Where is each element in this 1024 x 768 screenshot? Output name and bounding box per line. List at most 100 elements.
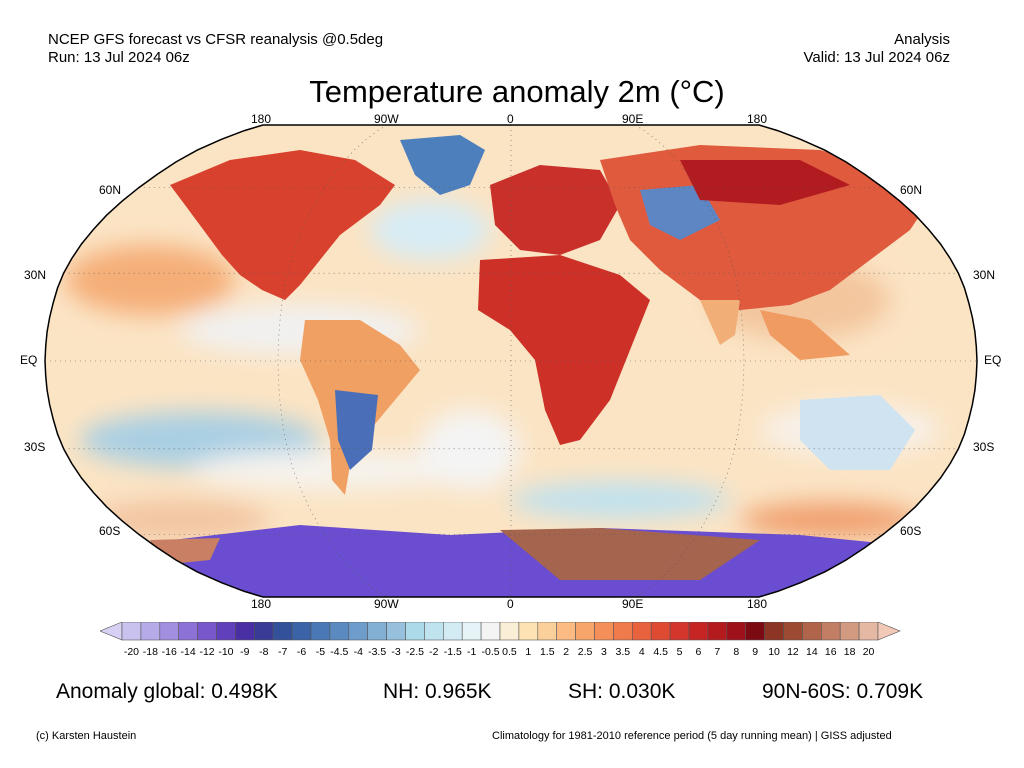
lon-label-top-180w: 180: [251, 112, 272, 126]
header-model-description: NCEP GFS forecast vs CFSR reanalysis @0.…: [48, 31, 384, 48]
colorbar-swatch: [121, 622, 142, 641]
asia: [600, 145, 930, 310]
colorbar-low-arrow: [100, 622, 123, 641]
colorbar-swatch: [575, 622, 595, 641]
colorbar-tick-label: 3.5: [616, 646, 631, 658]
colorbar-tick-label: -18: [143, 646, 158, 658]
colorbar-tick-label: 8: [733, 646, 739, 658]
colorbar-swatch: [424, 622, 444, 641]
colorbar-swatch: [839, 622, 860, 641]
colorbar-swatch: [783, 622, 803, 641]
colorbar-tick-label: 10: [768, 646, 780, 658]
colorbar-tick-label: 7: [714, 646, 720, 658]
colorbar-swatch: [631, 622, 652, 641]
colorbar-tick-label: -12: [199, 646, 214, 658]
colorbar-tick-label: -6: [297, 646, 306, 658]
north-america: [170, 150, 395, 300]
india: [700, 300, 740, 345]
colorbar-swatch: [669, 622, 690, 641]
colorbar-swatch: [726, 622, 746, 641]
colorbar-tick-label: -0.5: [482, 646, 500, 658]
colorbar-tick-label: 1.5: [540, 646, 555, 658]
colorbar-swatches: [100, 622, 901, 641]
colorbar-tick-label: 9: [752, 646, 758, 658]
colorbar-tick-label: 3: [601, 646, 607, 658]
antarctica-warm-patch: [500, 528, 760, 580]
colorbar-swatch: [405, 622, 425, 641]
colorbar-tick-label: 2.5: [578, 646, 593, 658]
anomaly-field: [45, 125, 977, 597]
lon-label-top-0: 0: [507, 112, 514, 126]
colorbar-swatch: [594, 622, 614, 641]
colorbar-tick-label: -3.5: [368, 646, 386, 658]
footer-credit: (c) Karsten Haustein: [36, 730, 137, 742]
colorbar-tick-label: -7: [278, 646, 287, 658]
colorbar-tick-label: 2: [563, 646, 569, 658]
colorbar-legend: -20 -18 -16 -14 -12 -10 -9 -8 -7 -6 -5 -4.5 -4 -3.5 -3…: [100, 622, 901, 658]
colorbar-tick-label: 4: [639, 646, 645, 658]
lat-label-left-30s: 30S: [24, 440, 46, 454]
colorbar-swatch: [461, 622, 482, 641]
colorbar-swatch: [348, 622, 369, 641]
lat-label-right-eq: EQ: [984, 353, 1002, 367]
colorbar-swatch: [140, 622, 161, 641]
colorbar-swatch: [254, 622, 274, 641]
lat-label-left-60s: 60S: [99, 524, 121, 538]
lat-label-left-60n: 60N: [99, 183, 122, 197]
colorbar-swatch: [707, 622, 728, 641]
colorbar-swatch: [820, 622, 841, 641]
colorbar-swatch: [386, 622, 406, 641]
colorbar-tick-label: -16: [162, 646, 177, 658]
colorbar-swatch: [745, 622, 765, 641]
header-run-time: Run: 13 Jul 2024 06z: [48, 49, 190, 66]
land-masses: [130, 135, 930, 597]
stat-nh-anomaly: NH: 0.965K: [383, 680, 492, 703]
stat-arctic-anomaly: 90N-60S: 0.709K: [762, 680, 924, 703]
colorbar-high-arrow: [877, 622, 901, 641]
colorbar-swatch: [858, 622, 879, 641]
header-valid-time: Valid: 13 Jul 2024 06z: [803, 49, 951, 66]
lon-label-bottom-180e: 180: [747, 597, 768, 611]
colorbar-tick-label: 16: [825, 646, 837, 658]
colorbar-swatch: [688, 622, 709, 641]
colorbar-swatch: [764, 622, 784, 641]
colorbar-tick-label: -4.5: [330, 646, 348, 658]
lat-label-right-30n: 30N: [973, 268, 996, 282]
colorbar-swatch: [159, 622, 179, 641]
colorbar-swatch: [310, 622, 331, 641]
colorbar-tick-label: 20: [863, 646, 875, 658]
colorbar-swatch: [235, 622, 255, 641]
greenland: [400, 135, 485, 195]
africa: [478, 255, 650, 445]
colorbar-tick-label: 14: [806, 646, 818, 658]
colorbar-tick-label: -4: [354, 646, 363, 658]
europe: [490, 165, 620, 255]
colorbar-tick-label: -14: [181, 646, 196, 658]
colorbar-swatch: [197, 622, 217, 641]
header-analysis-label: Analysis: [894, 31, 950, 48]
siberia-hot-patch: [680, 160, 850, 205]
lon-label-bottom-90e: 90E: [622, 597, 644, 611]
colorbar-tick-label: 0.5: [502, 646, 517, 658]
australia: [800, 395, 915, 470]
lon-label-top-180e: 180: [747, 112, 768, 126]
colorbar-tick-label: -8: [259, 646, 268, 658]
colorbar-tick-label: -9: [240, 646, 249, 658]
colorbar-tick-label: -1.5: [444, 646, 462, 658]
colorbar-tick-label: 18: [844, 646, 856, 658]
lon-label-top-90e: 90E: [622, 112, 644, 126]
colorbar-tick-label: -20: [124, 646, 139, 658]
colorbar-swatch: [329, 622, 350, 641]
colorbar-swatch: [291, 622, 312, 641]
lon-label-top-90w: 90W: [374, 112, 399, 126]
colorbar-tick-label: -1: [467, 646, 476, 658]
colorbar-swatch: [537, 622, 557, 641]
colorbar-swatch: [499, 622, 520, 641]
colorbar-tick-label: 5: [677, 646, 683, 658]
colorbar-swatch: [556, 622, 576, 641]
colorbar-tick-label: -3: [391, 646, 400, 658]
colorbar-tick-label: -5: [316, 646, 325, 658]
colorbar-tick-label: -2: [429, 646, 438, 658]
lat-label-right-60n: 60N: [900, 183, 923, 197]
